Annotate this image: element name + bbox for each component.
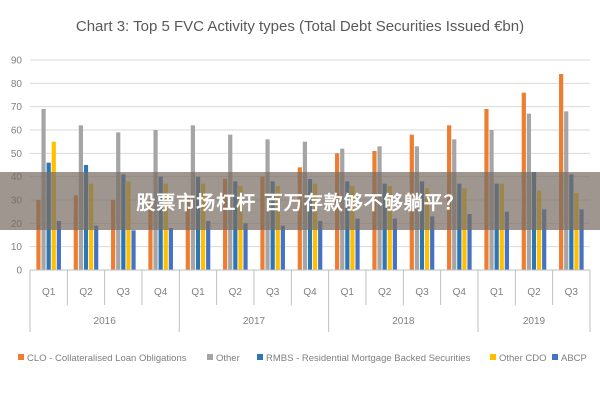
x-tick-label: Q2 bbox=[378, 287, 392, 298]
x-tick-label: Q3 bbox=[117, 287, 131, 298]
y-axis: 0102030405060708090 bbox=[11, 56, 23, 277]
bar-clo bbox=[185, 197, 190, 270]
bar-clo bbox=[36, 200, 41, 270]
x-tick-label: Q2 bbox=[527, 287, 541, 298]
x-tick-label: Q4 bbox=[453, 287, 467, 298]
x-tick-label: Q3 bbox=[266, 287, 280, 298]
x-tick-label: Q3 bbox=[565, 287, 579, 298]
bar-othercdo bbox=[574, 193, 579, 270]
year-label: 2019 bbox=[523, 316, 546, 327]
legend-label: RMBS - Residential Mortgage Backed Secur… bbox=[266, 353, 471, 364]
year-label: 2017 bbox=[243, 316, 266, 327]
bar-abcp bbox=[168, 228, 173, 270]
x-tick-label: Q4 bbox=[154, 287, 168, 298]
legend-swatch bbox=[552, 354, 558, 360]
bar-abcp bbox=[318, 221, 323, 270]
legend-item: CLO - Collateralised Loan Obligations bbox=[18, 353, 187, 364]
bar-abcp bbox=[467, 214, 472, 270]
bar-abcp bbox=[579, 209, 584, 270]
y-tick-label: 0 bbox=[16, 266, 22, 277]
x-axis: Q1 Q2 Q3 Q4 Q1 Q2 Q3 Q4 Q1 Q2 Q3 Q4 Q1 Q2 Q3 2016 2017 20… bbox=[29, 269, 591, 332]
bar-clo bbox=[148, 200, 153, 270]
x-tick-label: Q1 bbox=[42, 287, 56, 298]
bar-clo bbox=[73, 195, 78, 270]
legend-swatch bbox=[490, 354, 496, 360]
x-tick-label: Q1 bbox=[490, 287, 504, 298]
y-tick-label: 10 bbox=[11, 242, 23, 253]
legend-swatch bbox=[207, 354, 213, 360]
bar-abcp bbox=[206, 221, 211, 270]
year-label: 2018 bbox=[392, 316, 415, 327]
bar-abcp bbox=[430, 216, 435, 270]
y-tick-label: 60 bbox=[11, 126, 23, 137]
y-tick-label: 90 bbox=[11, 56, 23, 67]
bar-abcp bbox=[504, 211, 509, 270]
y-tick-label: 70 bbox=[11, 102, 23, 113]
x-tick-label: Q3 bbox=[415, 287, 429, 298]
x-tick-label: Q2 bbox=[229, 287, 243, 298]
x-tick-label: Q2 bbox=[79, 287, 93, 298]
legend-item: Other CDO bbox=[490, 353, 547, 364]
bar-abcp bbox=[94, 225, 99, 270]
legend-label: CLO - Collateralised Loan Obligations bbox=[27, 353, 187, 364]
legend-label: ABCP bbox=[561, 353, 587, 364]
overlay-caption: 股票市场杠杆 百万存款够不够躺平？ bbox=[0, 172, 600, 230]
x-tick-label: Q1 bbox=[341, 287, 355, 298]
x-tick-label: Q4 bbox=[303, 287, 317, 298]
x-tick-label: Q1 bbox=[191, 287, 205, 298]
bar-clo bbox=[111, 200, 116, 270]
bar-abcp bbox=[392, 218, 397, 270]
legend-label: Other CDO bbox=[499, 353, 547, 364]
legend-item: ABCP bbox=[552, 353, 587, 364]
legend-item: RMBS - Residential Mortgage Backed Secur… bbox=[257, 353, 471, 364]
bar-abcp bbox=[542, 209, 547, 270]
legend-swatch bbox=[18, 354, 24, 360]
legend-item: Other bbox=[207, 353, 240, 364]
bar-abcp bbox=[355, 218, 360, 270]
year-label: 2016 bbox=[94, 316, 117, 327]
chart-title: Chart 3: Top 5 FVC Activity types (Total… bbox=[76, 18, 524, 35]
bar-abcp bbox=[131, 230, 136, 270]
bar-abcp bbox=[56, 221, 61, 270]
bar-abcp bbox=[280, 225, 285, 270]
legend-swatch bbox=[257, 354, 263, 360]
legend: CLO - Collateralised Loan Obligations Oth… bbox=[18, 353, 587, 364]
y-tick-label: 80 bbox=[11, 79, 23, 90]
bar-othercdo bbox=[537, 190, 542, 270]
bar-abcp bbox=[243, 223, 248, 270]
y-tick-label: 50 bbox=[11, 149, 23, 160]
legend-label: Other bbox=[216, 353, 240, 364]
